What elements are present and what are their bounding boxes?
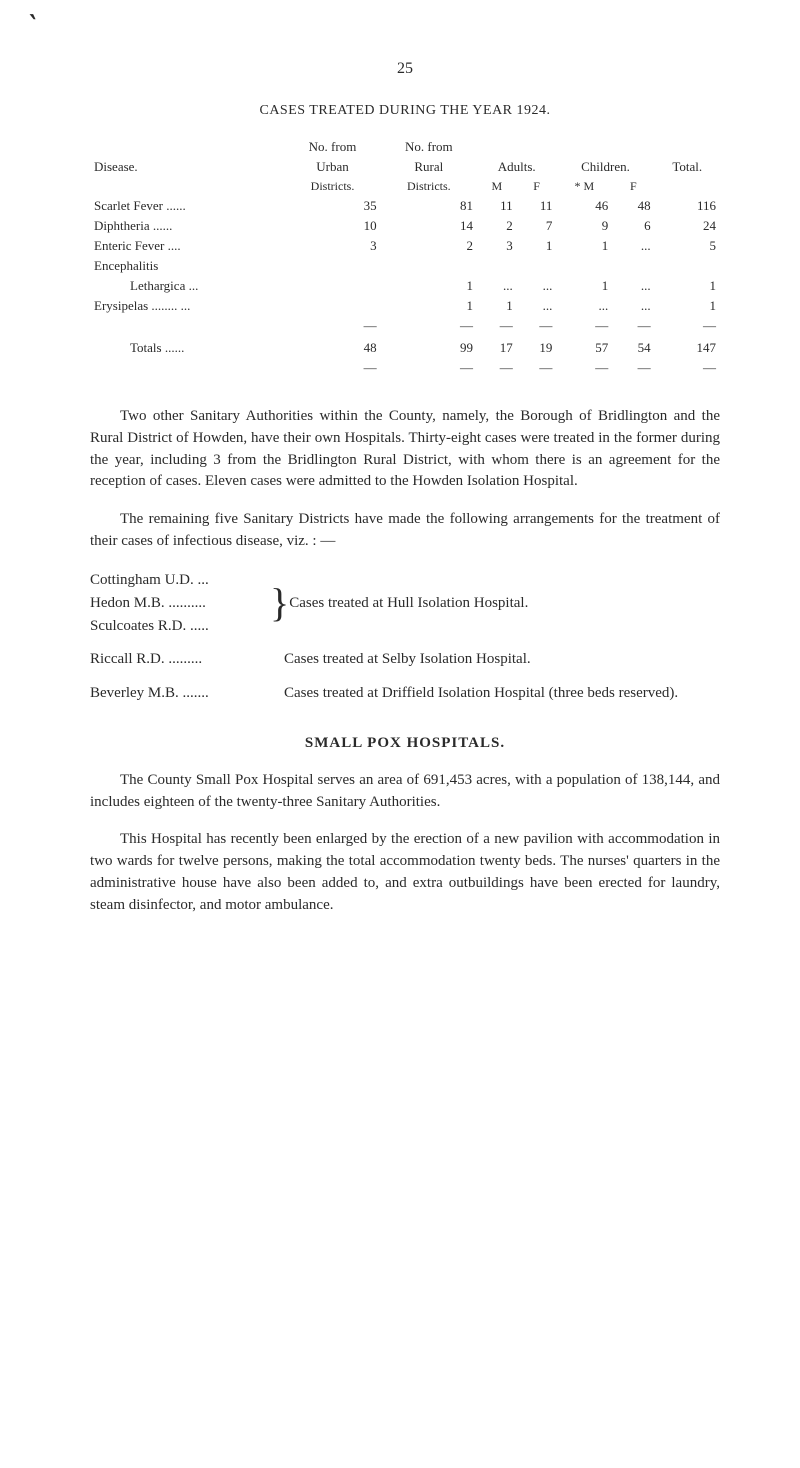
treatment-group-labels: Cottingham U.D. ... Hedon M.B. .........… — [90, 569, 270, 639]
cell-disease: Diphtheria ...... — [90, 216, 284, 236]
header-rural: Rural — [381, 157, 477, 177]
cell-urban: 35 — [284, 196, 380, 216]
cell-cm: 46 — [556, 196, 612, 216]
smallpox-paragraph-1: The County Small Pox Hospital serves an … — [90, 770, 720, 814]
smallpox-paragraph-2: This Hospital has recently been enlarged… — [90, 829, 720, 916]
cell-cm: ... — [556, 296, 612, 316]
header-total: Total. — [655, 157, 720, 177]
header-children: Children. — [556, 157, 654, 177]
document-page: ‵ 25 CASES TREATED DURING THE YEAR 1924.… — [0, 0, 800, 992]
treatment-item: Sculcoates R.D. ..... — [90, 615, 270, 638]
treatment-riccall: Riccall R.D. ......... Cases treated at … — [90, 648, 720, 671]
table-row: Erysipelas ........ ... 1 1 ... ... ... … — [90, 296, 720, 316]
totals-af: 19 — [517, 336, 557, 358]
header-no-from-rural: No. from — [381, 137, 477, 157]
cell-cf: ... — [612, 236, 654, 256]
cell-urban: 3 — [284, 236, 380, 256]
treatment-beverley: Beverley M.B. ....... Cases treated at D… — [90, 682, 720, 705]
table-row: Scarlet Fever ...... 35 81 11 11 46 48 1… — [90, 196, 720, 216]
cell-cm: 1 — [556, 236, 612, 256]
cell-total: 5 — [655, 236, 720, 256]
cell-total: 24 — [655, 216, 720, 236]
cases-table: No. from No. from Disease. Urban Rural A… — [90, 137, 720, 378]
treatment-label: Riccall R.D. ......... — [90, 648, 270, 671]
treatment-item: Cottingham U.D. ... — [90, 569, 270, 592]
cell-af: 11 — [517, 196, 557, 216]
header-disease: Disease. — [90, 157, 284, 177]
cell-disease: Encephalitis — [90, 256, 284, 276]
table-body: Scarlet Fever ...... 35 81 11 11 46 48 1… — [90, 196, 720, 378]
separator-row: ——————— — [90, 358, 720, 378]
cell-af: 1 — [517, 236, 557, 256]
cell-rural: 2 — [381, 236, 477, 256]
header-children-f: F — [612, 177, 654, 196]
page-number: 25 — [90, 60, 720, 78]
totals-am: 17 — [477, 336, 517, 358]
treatment-desc: Cases treated at Selby Isolation Hospita… — [284, 648, 720, 671]
table-row: Enteric Fever .... 3 2 3 1 1 ... 5 — [90, 236, 720, 256]
cell-am: 1 — [477, 296, 517, 316]
header-adults: Adults. — [477, 157, 556, 177]
cell-rural: 1 — [381, 276, 477, 296]
totals-rural: 99 — [381, 336, 477, 358]
treatment-group-1: Cottingham U.D. ... Hedon M.B. .........… — [90, 569, 720, 639]
totals-label: Totals ...... — [90, 336, 284, 358]
cell-rural: 14 — [381, 216, 477, 236]
treatment-arrangements: Cottingham U.D. ... Hedon M.B. .........… — [90, 569, 720, 705]
totals-cf: 54 — [612, 336, 654, 358]
totals-cm: 57 — [556, 336, 612, 358]
cell-disease: Lethargica ... — [90, 276, 284, 296]
cell-cf: ... — [612, 296, 654, 316]
cell-af: ... — [517, 276, 557, 296]
separator-row: ——————— — [90, 316, 720, 336]
cell-am: 11 — [477, 196, 517, 216]
cell-total: 1 — [655, 276, 720, 296]
treatment-desc: Cases treated at Hull Isolation Hospital… — [289, 592, 720, 615]
cell-am: 3 — [477, 236, 517, 256]
table-row: Encephalitis — [90, 256, 720, 276]
totals-row: Totals ...... 48 99 17 19 57 54 147 — [90, 336, 720, 358]
cell-cf: ... — [612, 276, 654, 296]
cell-urban: 10 — [284, 216, 380, 236]
totals-total: 147 — [655, 336, 720, 358]
cell-total: 1 — [655, 296, 720, 316]
cell-rural: 1 — [381, 296, 477, 316]
cell-total: 116 — [655, 196, 720, 216]
cell-disease: Enteric Fever .... — [90, 236, 284, 256]
table-row: Diphtheria ...... 10 14 2 7 9 6 24 — [90, 216, 720, 236]
header-adults-m: M — [477, 177, 517, 196]
paragraph-2: The remaining five Sanitary Districts ha… — [90, 509, 720, 553]
header-children-m: * M — [556, 177, 612, 196]
header-districts-2: Districts. — [381, 177, 477, 196]
cell-af: ... — [517, 296, 557, 316]
cell-cm: 9 — [556, 216, 612, 236]
table-row: Lethargica ... 1 ... ... 1 ... 1 — [90, 276, 720, 296]
table-header: No. from No. from Disease. Urban Rural A… — [90, 137, 720, 196]
table-title: CASES TREATED DURING THE YEAR 1924. — [90, 103, 720, 119]
header-urban: Urban — [284, 157, 380, 177]
cell-disease: Erysipelas ........ ... — [90, 296, 284, 316]
brace-icon: } — [270, 587, 289, 619]
cell-cm: 1 — [556, 276, 612, 296]
cell-urban — [284, 296, 380, 316]
treatment-label: Beverley M.B. ....... — [90, 682, 270, 705]
treatment-item: Hedon M.B. .......... — [90, 592, 270, 615]
totals-urban: 48 — [284, 336, 380, 358]
cell-disease: Scarlet Fever ...... — [90, 196, 284, 216]
paragraph-1: Two other Sanitary Authorities within th… — [90, 406, 720, 493]
cell-af: 7 — [517, 216, 557, 236]
header-districts-1: Districts. — [284, 177, 380, 196]
cell-rural: 81 — [381, 196, 477, 216]
cell-urban — [284, 276, 380, 296]
corner-mark: ‵ — [30, 10, 35, 39]
cell-cf: 6 — [612, 216, 654, 236]
header-no-from-urban: No. from — [284, 137, 380, 157]
header-adults-f: F — [517, 177, 557, 196]
cell-am: ... — [477, 276, 517, 296]
cell-am: 2 — [477, 216, 517, 236]
section-title-smallpox: SMALL POX HOSPITALS. — [90, 735, 720, 752]
cell-cf: 48 — [612, 196, 654, 216]
treatment-desc: Cases treated at Driffield Isolation Hos… — [284, 682, 720, 705]
